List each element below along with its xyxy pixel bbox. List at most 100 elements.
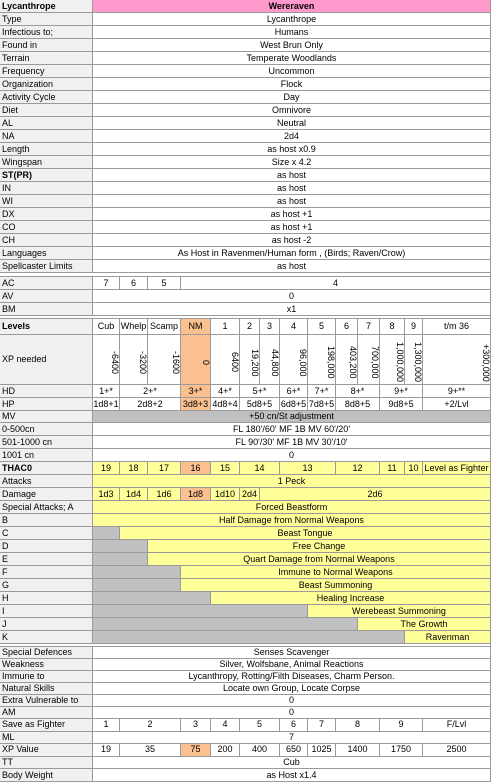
value-cell: +2/Lvl: [423, 398, 491, 411]
value-cell: Locate own Group, Locate Corpse: [93, 683, 491, 695]
value-cell: Lycanthrope: [93, 13, 491, 26]
value-cell: FL 90'/30' MF 1B MV 30'/10': [93, 436, 491, 449]
row-label: Diet: [0, 104, 93, 117]
row-label: ML: [0, 731, 93, 745]
row-label: 1001 cn: [0, 449, 93, 462]
value-cell: 6: [120, 277, 148, 290]
value-cell: Senses Scavenger: [93, 647, 491, 659]
value-cell: as host x0.9: [93, 143, 491, 156]
value-cell: Quart Damage from Normal Weapons: [148, 553, 491, 566]
row-label: HP: [0, 398, 93, 411]
value-cell: 2d6: [260, 488, 491, 501]
row-label: Extra Vulnerable to: [0, 695, 93, 707]
row-label: H: [0, 592, 93, 605]
value-cell: 7: [93, 731, 491, 745]
value-cell: 7: [358, 319, 380, 335]
row-label: Attacks: [0, 475, 93, 488]
row-label: Special Defences: [0, 647, 93, 659]
xp-needed-cell: 198,000: [308, 335, 336, 385]
value-cell: 9: [405, 319, 423, 335]
value-cell: Immune to Normal Weapons: [181, 566, 491, 579]
value-cell: 3: [260, 319, 280, 335]
value-cell: 5: [308, 319, 336, 335]
value-cell: 7+*: [308, 385, 336, 398]
value-cell: 6+*: [280, 385, 308, 398]
value-cell: 18: [120, 462, 148, 475]
xp-needed-cell: 44,800: [260, 335, 280, 385]
row-label: D: [0, 540, 93, 553]
row-label: Length: [0, 143, 93, 156]
header-value: Wereraven: [93, 0, 491, 13]
value-cell: as Host x1.4: [93, 769, 491, 782]
value-cell: 5+*: [240, 385, 280, 398]
value-cell: 2500: [423, 744, 491, 757]
row-label: B: [0, 514, 93, 527]
value-cell: 1 Peck: [93, 475, 491, 488]
value-cell: 0: [93, 290, 491, 303]
blank-cell: [93, 540, 148, 553]
row-label: Activity Cycle: [0, 91, 93, 104]
row-label: Damage: [0, 488, 93, 501]
value-cell: 1d4: [120, 488, 148, 501]
value-cell: 12: [336, 462, 380, 475]
value-cell: Humans: [93, 26, 491, 39]
value-cell: FL 180'/60' MF 1B MV 60'/20': [93, 423, 491, 436]
value-cell: Ravenman: [405, 631, 491, 644]
value-cell: 9: [380, 719, 423, 732]
row-label: CH: [0, 234, 93, 247]
value-cell: 5d8+5: [240, 398, 280, 411]
value-cell: 6: [280, 719, 308, 732]
value-cell: 1d8: [181, 488, 211, 501]
value-cell: 0: [93, 695, 491, 707]
value-cell: 6: [336, 319, 358, 335]
value-cell: 19: [93, 462, 120, 475]
value-cell: 4+*: [211, 385, 240, 398]
row-label: Levels: [0, 319, 93, 335]
row-label: Spellcaster Limits: [0, 260, 93, 273]
value-cell: 0: [93, 449, 491, 462]
value-cell: 1: [93, 719, 120, 732]
row-label: 0-500cn: [0, 423, 93, 436]
value-cell: Cub: [93, 756, 491, 770]
value-cell: 9+**: [423, 385, 491, 398]
value-cell: Temperate Woodlands: [93, 52, 491, 65]
row-label: DX: [0, 208, 93, 221]
value-cell: 9+*: [380, 385, 423, 398]
value-cell: 8+*: [336, 385, 380, 398]
value-cell: Beast Tongue: [120, 527, 491, 540]
row-label: Frequency: [0, 65, 93, 78]
value-cell: 2d4: [240, 488, 260, 501]
value-cell: 400: [240, 744, 280, 757]
value-cell: as host: [93, 195, 491, 208]
value-cell: as host: [93, 182, 491, 195]
value-cell: Scamp: [148, 319, 181, 335]
value-cell: Whelp: [120, 319, 148, 335]
blank-cell: [93, 579, 181, 592]
value-cell: F/Lvl: [423, 719, 491, 732]
row-label: TT: [0, 756, 93, 770]
blank-cell: [93, 566, 181, 579]
value-cell: Omnivore: [93, 104, 491, 117]
value-cell: 2: [120, 719, 181, 732]
row-label: Weakness: [0, 659, 93, 671]
value-cell: Forced Beastform: [93, 501, 491, 514]
value-cell: 14: [240, 462, 280, 475]
value-cell: As Host in Ravenmen/Human form , (Birds;…: [93, 247, 491, 260]
value-cell: 13: [280, 462, 336, 475]
value-cell: 3: [181, 719, 211, 732]
blank-cell: [93, 618, 358, 631]
value-cell: as host +1: [93, 208, 491, 221]
blank-cell: [93, 553, 148, 566]
value-cell: 5: [148, 277, 181, 290]
value-cell: as host: [93, 169, 491, 182]
value-cell: 3d8+3: [181, 398, 211, 411]
value-cell: 4d8+4: [211, 398, 240, 411]
row-label: AM: [0, 707, 93, 719]
header-label: Lycanthrope: [0, 0, 93, 13]
xp-needed-cell: 96,000: [280, 335, 308, 385]
row-label: AL: [0, 117, 93, 130]
value-cell: 200: [211, 744, 240, 757]
row-label: Terrain: [0, 52, 93, 65]
blank-cell: [93, 605, 308, 618]
row-label: K: [0, 631, 93, 644]
